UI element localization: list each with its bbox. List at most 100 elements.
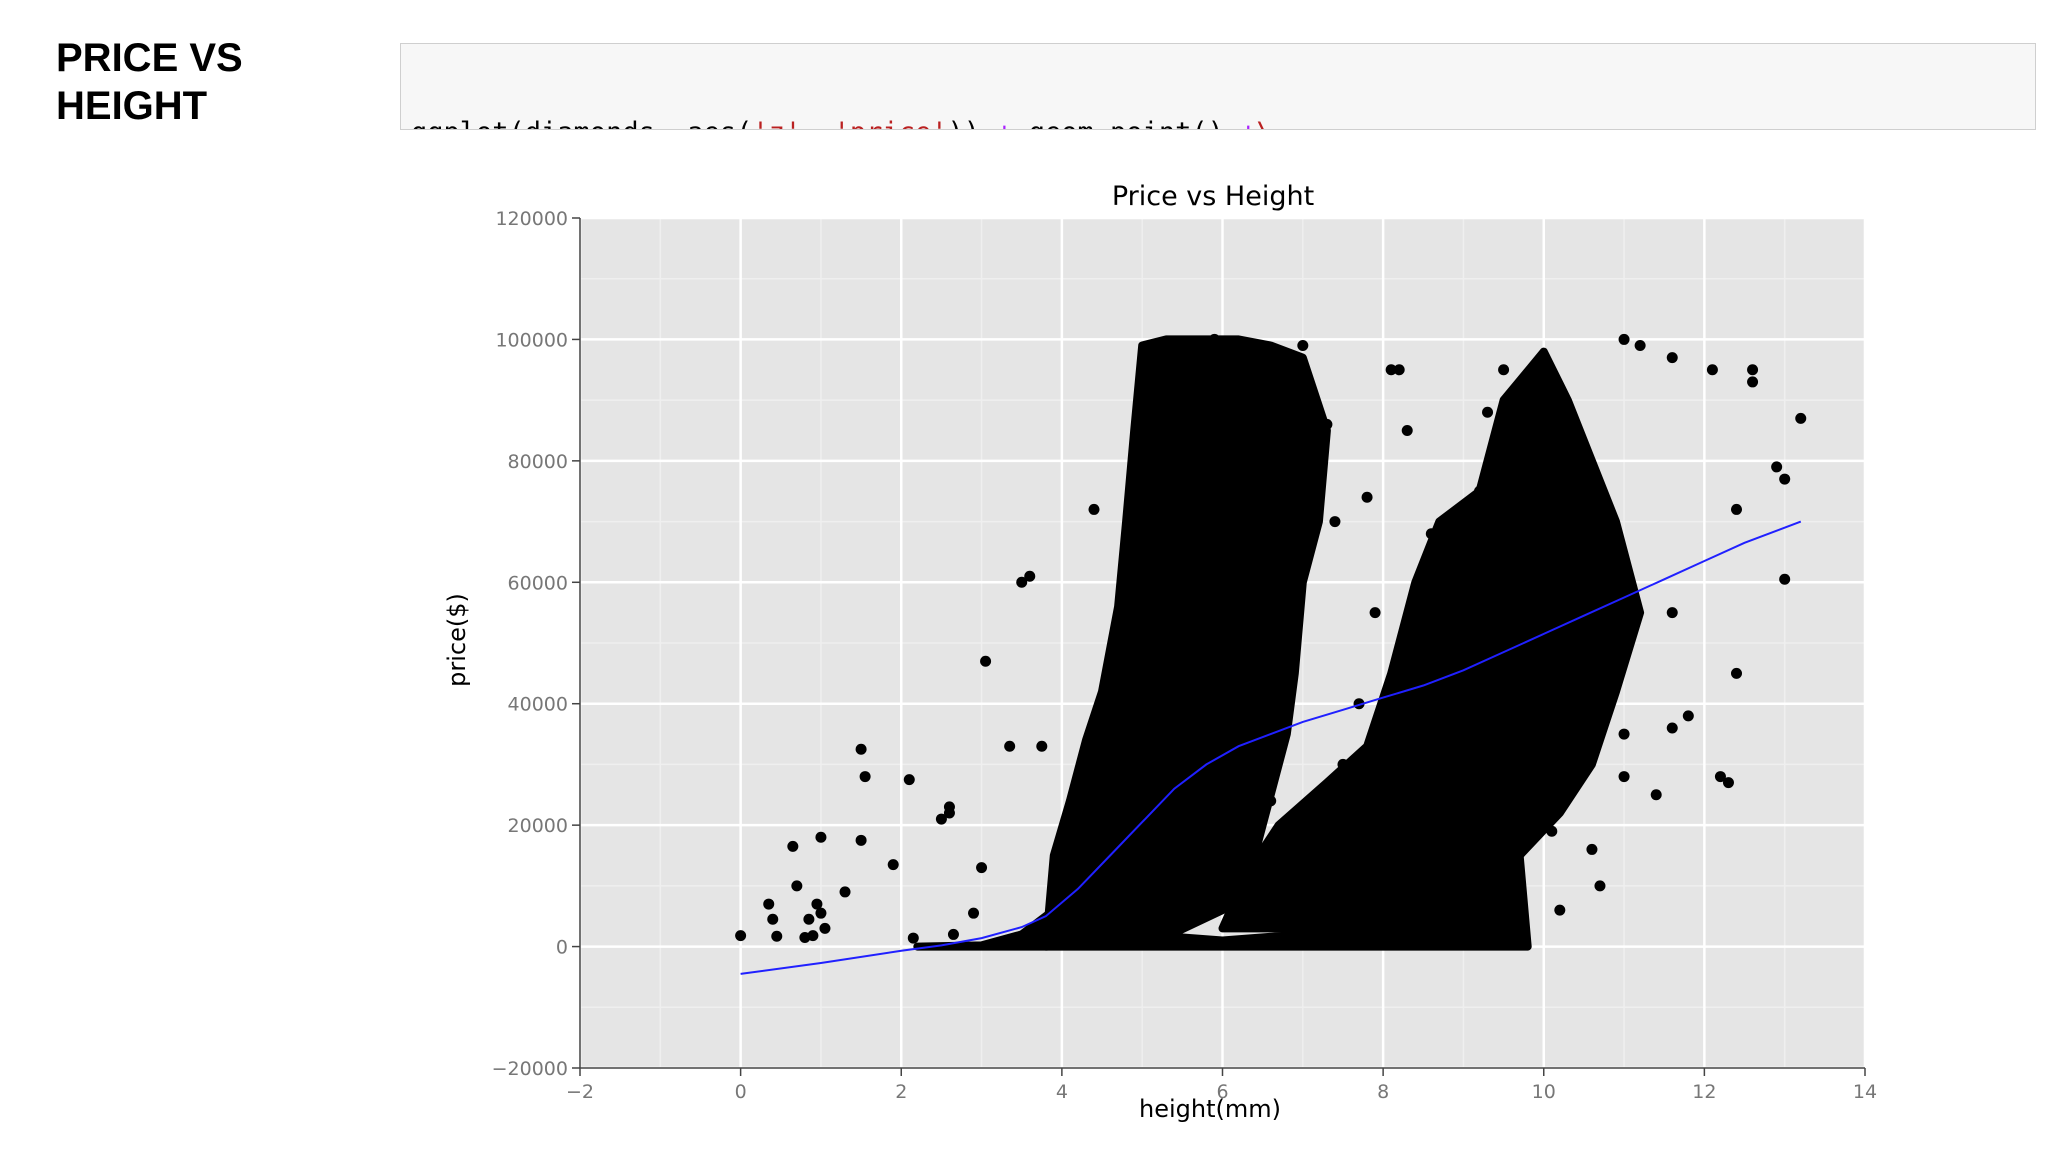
data-point <box>811 898 823 910</box>
data-point <box>1682 710 1694 722</box>
data-point <box>815 907 827 919</box>
data-point <box>1249 819 1261 831</box>
data-point <box>1265 795 1277 807</box>
x-tick-label: 14 <box>1853 1081 1877 1103</box>
data-point <box>1457 922 1469 934</box>
y-tick-label: −20000 <box>492 1058 568 1080</box>
data-point <box>1257 850 1269 861</box>
x-tick-label: 10 <box>1532 1081 1556 1103</box>
y-axis-label: price($) <box>443 593 471 687</box>
data-point <box>1369 607 1381 619</box>
data-point <box>1498 807 1510 819</box>
data-point <box>1666 722 1678 734</box>
data-point <box>1634 340 1646 351</box>
data-point <box>1747 364 1759 376</box>
y-tick-label: 60000 <box>508 572 568 594</box>
plot-panel-group: −20000 0 20000 40000 60000 80000 100000 120000 −… <box>492 208 1877 1103</box>
data-point <box>1361 491 1373 503</box>
code-token: + <box>1240 117 1256 129</box>
data-point <box>1795 412 1807 424</box>
code-token: ggplot(diamonds, aes( <box>411 117 752 129</box>
x-axis-label: height(mm) <box>1139 1095 1281 1123</box>
smooth-line <box>740 520 1802 975</box>
data-point <box>1128 467 1140 479</box>
data-point <box>1385 364 1397 376</box>
x-tick-label: 2 <box>895 1081 907 1103</box>
x-tick-label: 6 <box>1216 1081 1228 1103</box>
data-point <box>1562 455 1574 467</box>
data-point <box>767 913 779 925</box>
data-point <box>771 930 783 942</box>
slide-title: PRICE VS HEIGHT <box>56 34 256 130</box>
data-point <box>1731 503 1742 515</box>
data-point <box>1666 352 1678 364</box>
x-tick-label: 8 <box>1377 1081 1389 1103</box>
data-point <box>1722 777 1734 789</box>
data-point <box>1088 503 1100 515</box>
code-line-1: ggplot(diamonds, aes('z', 'price')) + ge… <box>411 117 2025 129</box>
data-point <box>1208 333 1220 345</box>
code-token: )) <box>947 117 996 129</box>
data-point <box>907 932 919 944</box>
data-point <box>1747 376 1759 388</box>
slide-title-text: PRICE VS HEIGHT <box>56 36 243 128</box>
data-point <box>1506 443 1518 455</box>
data-point <box>1393 364 1405 376</box>
data-point <box>1554 904 1566 916</box>
data-point <box>855 743 867 755</box>
data-point <box>1771 461 1783 473</box>
y-tick-label: 20000 <box>508 815 568 837</box>
data-point <box>1594 880 1606 892</box>
x-tick-label: 12 <box>1692 1081 1716 1103</box>
data-point <box>1024 570 1036 582</box>
data-point <box>1618 771 1630 783</box>
data-point <box>859 771 871 783</box>
data-point <box>1618 333 1630 345</box>
data-point <box>1474 485 1485 497</box>
data-point <box>815 831 827 843</box>
data-point <box>735 930 747 942</box>
data-point <box>976 862 988 874</box>
data-point <box>1714 771 1726 783</box>
code-cell[interactable]: ggplot(diamonds, aes('z', 'price')) + ge… <box>400 43 2036 130</box>
x-tick-label: −2 <box>566 1081 594 1103</box>
x-tick-label: 4 <box>1056 1081 1068 1103</box>
data-point <box>1546 825 1558 837</box>
data-point <box>1666 607 1678 619</box>
code-token: \ <box>1256 117 1272 129</box>
y-tick-label: 80000 <box>508 451 568 473</box>
code-token: 'z' <box>752 117 801 129</box>
data-point <box>1498 364 1510 376</box>
code-token: 'price' <box>834 117 948 129</box>
point-cluster-second-band <box>1218 347 1645 933</box>
data-point <box>1004 740 1016 752</box>
data-point <box>1329 516 1341 528</box>
data-point <box>968 907 980 919</box>
code-token: geom_point() <box>1013 117 1241 129</box>
data-point <box>1482 406 1494 418</box>
data-point <box>1036 740 1048 752</box>
data-point <box>1401 425 1413 436</box>
code-token: , <box>801 117 834 129</box>
data-point <box>1321 418 1333 430</box>
data-point <box>980 655 992 667</box>
data-point <box>943 807 955 819</box>
data-point <box>1618 728 1630 740</box>
y-tick-label: 40000 <box>508 694 568 716</box>
data-point <box>1779 573 1791 585</box>
x-tick-label: 0 <box>735 1081 747 1103</box>
data-point <box>947 928 959 940</box>
data-point <box>1457 850 1469 861</box>
y-tick-label: 100000 <box>495 329 568 351</box>
data-point <box>1297 340 1309 351</box>
y-tick-label: 120000 <box>495 208 568 230</box>
data-point <box>855 834 867 846</box>
data-point <box>1779 473 1791 485</box>
chart-title: Price vs Height <box>1112 181 1314 212</box>
data-point <box>839 886 851 898</box>
data-point <box>1650 789 1662 801</box>
data-point <box>887 859 899 871</box>
code-token: + <box>996 117 1012 129</box>
data-point <box>807 930 819 942</box>
